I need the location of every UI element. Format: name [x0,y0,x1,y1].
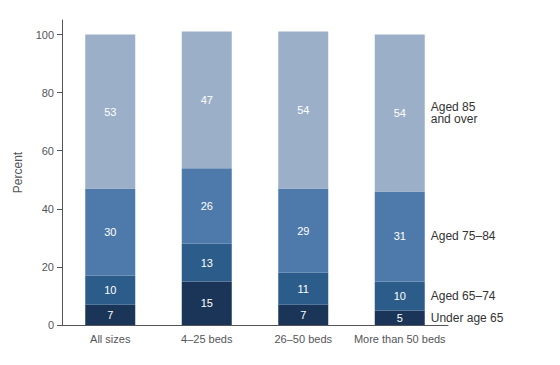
svg-text:7: 7 [300,309,306,321]
svg-text:26: 26 [201,200,213,212]
svg-text:31: 31 [394,230,406,242]
svg-text:Percent: Percent [11,151,25,193]
svg-text:More than 50 beds: More than 50 beds [354,333,446,345]
svg-text:0: 0 [48,319,54,331]
svg-text:10: 10 [104,284,116,296]
svg-text:40: 40 [42,203,54,215]
svg-text:13: 13 [201,257,213,269]
svg-text:5: 5 [397,312,403,324]
svg-text:29: 29 [297,225,309,237]
svg-text:4–25 beds: 4–25 beds [181,333,233,345]
svg-text:Aged 65–74: Aged 65–74 [431,289,496,303]
svg-text:53: 53 [104,106,116,118]
svg-text:Under age 65: Under age 65 [431,311,504,325]
svg-text:26–50 beds: 26–50 beds [275,333,333,345]
svg-text:11: 11 [298,283,309,295]
svg-text:All sizes: All sizes [90,333,131,345]
svg-text:60: 60 [42,145,54,157]
svg-text:30: 30 [104,226,116,238]
svg-text:10: 10 [394,290,406,302]
svg-text:100: 100 [36,29,54,41]
svg-text:54: 54 [394,107,406,119]
svg-text:Aged 85: Aged 85 [430,100,476,114]
svg-text:and over: and over [431,112,478,126]
svg-text:15: 15 [201,297,213,309]
svg-text:7: 7 [107,309,113,321]
svg-text:Aged 75–84: Aged 75–84 [431,229,496,243]
svg-text:80: 80 [42,87,54,99]
svg-text:47: 47 [201,94,213,106]
svg-text:54: 54 [297,104,309,116]
svg-text:20: 20 [42,261,54,273]
